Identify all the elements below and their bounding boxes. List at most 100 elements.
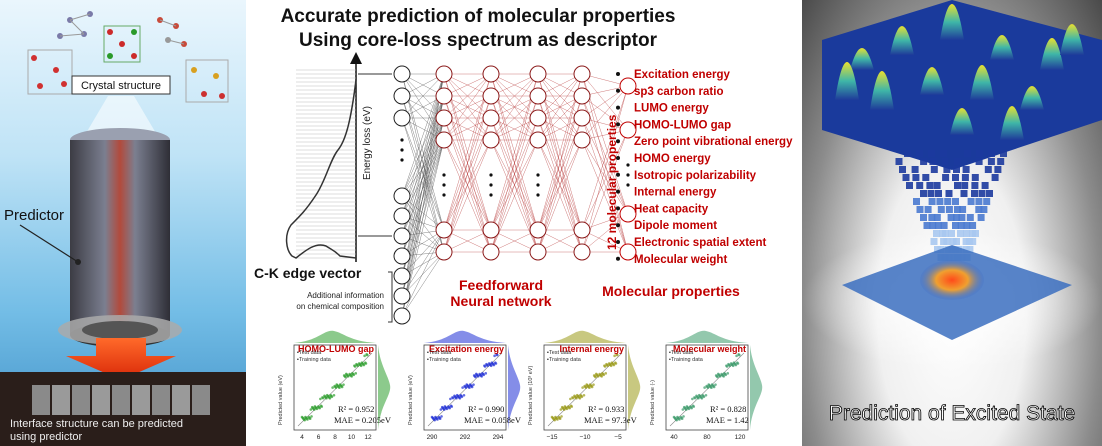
plot-mae: MAE = 0.205eV bbox=[334, 415, 392, 425]
nn-node bbox=[393, 307, 411, 325]
nn-node bbox=[435, 109, 453, 127]
nn-node bbox=[393, 267, 411, 285]
svg-text:▪Training data: ▪Training data bbox=[669, 357, 704, 363]
property-item: Zero point vibrational energy bbox=[634, 136, 793, 148]
plot-title: HOMO-LUMO gap bbox=[298, 344, 374, 354]
nn-node bbox=[529, 131, 547, 149]
nn-node bbox=[435, 87, 453, 105]
nn-node bbox=[619, 205, 637, 223]
property-item: Electronic spatial extent bbox=[634, 237, 766, 249]
edge-vector-label: C-K edge vector bbox=[254, 265, 362, 281]
plot-r2: R² = 0.933 bbox=[588, 404, 624, 414]
energy-axis-label: Energy loss (eV) bbox=[362, 106, 373, 180]
middle-panel: Accurate prediction of molecular propert… bbox=[246, 0, 802, 446]
property-item: Heat capacity bbox=[634, 203, 709, 215]
parity-plot: Excitation energy▪Test data▪Training dat… bbox=[408, 330, 522, 441]
svg-text:−5: −5 bbox=[614, 434, 622, 441]
svg-text:Predicted value (eV): Predicted value (eV) bbox=[278, 375, 284, 425]
svg-text:▪Test data: ▪Test data bbox=[297, 350, 322, 356]
property-item: Dipole moment bbox=[634, 220, 717, 232]
svg-text:Predicted value (eV): Predicted value (eV) bbox=[408, 375, 414, 425]
svg-text:80: 80 bbox=[703, 434, 711, 441]
down-arrow-icon bbox=[66, 338, 176, 380]
nn-node bbox=[482, 243, 500, 261]
right-caption: Prediction of Excited State bbox=[828, 402, 1076, 426]
parity-plots: HOMO-LUMO gap▪Test data▪Training dataR² … bbox=[278, 330, 763, 441]
nn-node bbox=[435, 65, 453, 83]
plot-title: Internal energy bbox=[559, 344, 624, 354]
nn-diagram: Accurate prediction of molecular propert… bbox=[254, 6, 793, 441]
nn-node bbox=[393, 87, 411, 105]
nn-label-line2: Neural network bbox=[450, 293, 551, 309]
nn-node bbox=[573, 109, 591, 127]
nn-node bbox=[393, 227, 411, 245]
nn-node bbox=[482, 65, 500, 83]
nn-nodes bbox=[393, 65, 637, 325]
svg-text:Predicted value (-): Predicted value (-) bbox=[650, 380, 656, 425]
property-item: HOMO energy bbox=[634, 153, 711, 165]
plot-mae: MAE = 97.3eV bbox=[584, 415, 638, 425]
nn-node bbox=[393, 109, 411, 127]
crystal-label-box bbox=[71, 75, 171, 95]
nn-node bbox=[393, 287, 411, 305]
nn-node bbox=[573, 221, 591, 239]
svg-text:▪Test data: ▪Test data bbox=[669, 350, 694, 356]
parity-plot: Internal energy▪Test data▪Training data R… bbox=[528, 330, 641, 441]
nn-node bbox=[529, 221, 547, 239]
title-line1: Accurate prediction of molecular propert… bbox=[281, 6, 676, 27]
predictor-illustration: Crystal structure Predictor bbox=[0, 11, 246, 446]
nn-node bbox=[393, 247, 411, 265]
property-item: Internal energy bbox=[634, 187, 717, 199]
property-item: Isotropic polarizability bbox=[634, 170, 757, 182]
title-line2: Using core-loss spectrum as descriptor bbox=[299, 30, 658, 51]
plot-r2: R² = 0.952 bbox=[338, 404, 374, 414]
crystal-structures-graphic bbox=[27, 11, 229, 103]
svg-text:10: 10 bbox=[348, 434, 356, 441]
nn-node bbox=[393, 187, 411, 205]
nn-node bbox=[573, 243, 591, 261]
plot-mae: MAE = 0.058eV bbox=[464, 415, 522, 425]
nn-node bbox=[435, 221, 453, 239]
property-item: sp3 carbon ratio bbox=[634, 86, 723, 98]
svg-text:▪Test data: ▪Test data bbox=[547, 350, 572, 356]
additional-info-line1: Additional information bbox=[307, 291, 384, 300]
nn-node bbox=[529, 65, 547, 83]
nn-node bbox=[573, 65, 591, 83]
crystal-structure-label: Crystal structure bbox=[81, 80, 161, 92]
predictor-label: Predictor bbox=[4, 207, 64, 224]
svg-text:▪Training data: ▪Training data bbox=[547, 357, 582, 363]
nn-node bbox=[435, 131, 453, 149]
nn-node bbox=[482, 221, 500, 239]
parity-plot: Molecular weight▪Test data▪Training data… bbox=[650, 330, 763, 441]
additional-info-line2: on chemical composition bbox=[296, 302, 384, 311]
nn-node bbox=[619, 121, 637, 139]
nn-node bbox=[573, 131, 591, 149]
property-item: Excitation energy bbox=[634, 69, 730, 81]
right-panel: Prediction of Excited State bbox=[802, 0, 1102, 446]
parity-plot: HOMO-LUMO gap▪Test data▪Training data R² … bbox=[278, 330, 392, 441]
spectrum-graphic bbox=[285, 52, 362, 262]
svg-text:−15: −15 bbox=[546, 434, 557, 441]
left-panel: Crystal structure Predictor Interface st… bbox=[0, 0, 246, 446]
plot-title: Molecular weight bbox=[673, 344, 746, 354]
interface-images bbox=[32, 385, 210, 415]
predictor-cylinder bbox=[58, 128, 182, 347]
svg-text:Predicted value (10³ eV): Predicted value (10³ eV) bbox=[528, 366, 534, 425]
svg-text:▪Training data: ▪Training data bbox=[427, 357, 462, 363]
plot-title: Excitation energy bbox=[429, 344, 504, 354]
molecular-properties-label: Molecular properties bbox=[602, 283, 740, 299]
nn-node bbox=[482, 131, 500, 149]
nn-node bbox=[573, 87, 591, 105]
svg-text:292: 292 bbox=[460, 434, 471, 441]
nn-node bbox=[619, 243, 637, 261]
nn-node bbox=[529, 87, 547, 105]
left-caption: Interface structure can be predicted usi… bbox=[10, 418, 184, 443]
plot-mae: MAE = 1.42 bbox=[706, 415, 749, 425]
nn-node bbox=[529, 109, 547, 127]
upper-surface bbox=[822, 0, 1102, 170]
svg-text:40: 40 bbox=[670, 434, 678, 441]
nn-label-line1: Feedforward bbox=[459, 277, 543, 293]
property-list: Excitation energy sp3 carbon ratio LUMO en… bbox=[616, 69, 793, 266]
nn-node bbox=[482, 109, 500, 127]
surface-peaks bbox=[835, 4, 1084, 140]
